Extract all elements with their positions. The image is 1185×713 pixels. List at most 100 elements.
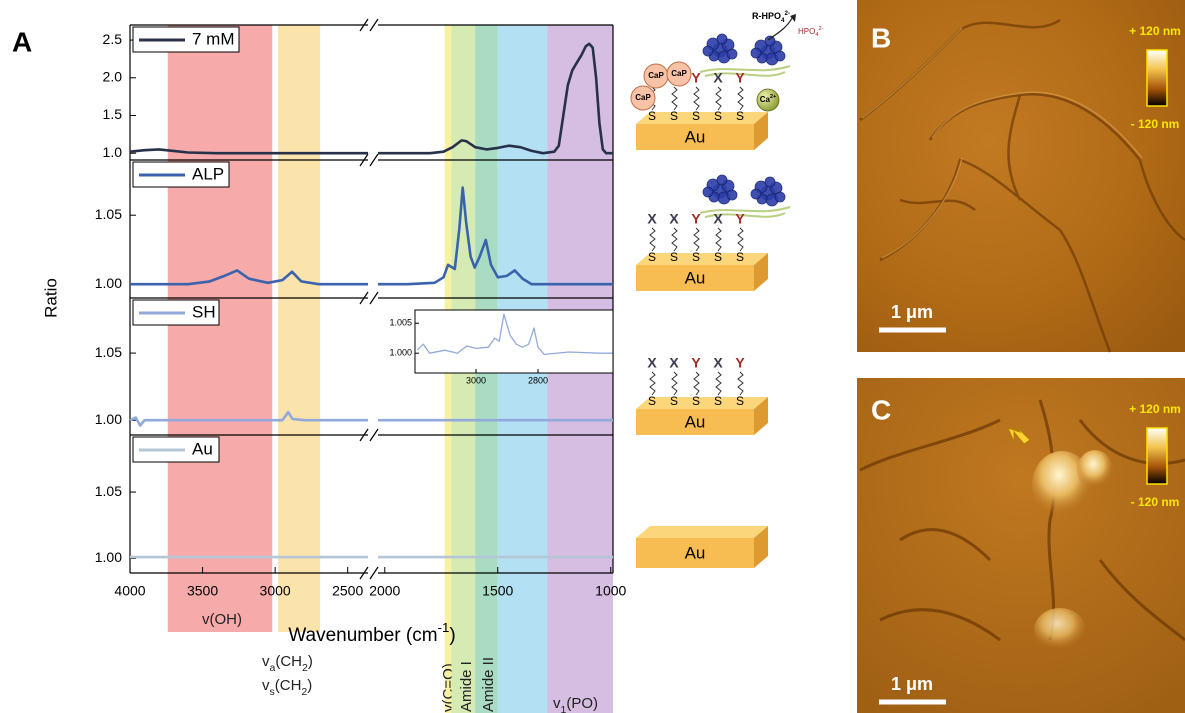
cap-particle [630, 85, 656, 111]
text-part: HPO [798, 27, 815, 36]
y-tick-label: 1.0 [103, 144, 123, 160]
legend-label: Au [192, 439, 213, 458]
head-group: X [713, 355, 723, 371]
protein [726, 48, 738, 60]
particle-label: CaP [671, 69, 687, 78]
axis-break [359, 18, 379, 32]
anchor-atom: S [714, 394, 722, 408]
text-part: (CH [275, 677, 302, 694]
head-group: Y [691, 211, 701, 227]
arrow [1007, 425, 1031, 445]
reaction-arrow [767, 17, 793, 41]
spectrum-line [130, 186, 613, 286]
protein [774, 50, 786, 62]
anchor-atom: S [670, 250, 678, 264]
protein [702, 186, 714, 198]
gold-top [636, 112, 768, 124]
alkyl-chain [671, 371, 678, 396]
band-label: vs(CH2) [262, 677, 312, 698]
anchor-atom: S [736, 109, 744, 123]
head-group: Y [735, 211, 745, 227]
afm-texture [859, 399, 1185, 642]
y-tick-label: 1.00 [95, 275, 122, 291]
inset-x-tick-label: 2800 [528, 375, 548, 385]
alkyl-chain [715, 371, 722, 396]
text-part: v [553, 695, 561, 712]
panel-label: C [871, 394, 891, 425]
anchor-atom: S [648, 109, 656, 123]
gold-front [636, 265, 754, 291]
y-tick-label: 1.05 [95, 206, 122, 222]
band-label: v1(PO) [553, 695, 598, 713]
gold-top [636, 397, 768, 409]
fibers [699, 206, 791, 218]
y-tick-label: 2.5 [103, 31, 123, 47]
protein [702, 45, 714, 57]
afm-feature [1034, 608, 1086, 652]
text-part: 2 [301, 686, 307, 698]
head-group: X [647, 211, 657, 227]
alkyl-chain [649, 227, 656, 252]
inset-y-tick-label: 1.000 [389, 348, 412, 358]
alkyl-chain [737, 86, 744, 111]
protein [750, 47, 762, 59]
text-part: 2 [302, 662, 308, 674]
text-part: 2+ [770, 94, 777, 100]
scale-bar-label: 1 μm [891, 302, 933, 322]
band [167, 25, 273, 632]
text-part: 2- [818, 26, 823, 32]
head-group: Y [735, 70, 745, 86]
afm-feature [1077, 450, 1113, 490]
gold-side [754, 112, 768, 150]
anchor-atom: S [736, 394, 744, 408]
gold-side [754, 526, 768, 568]
text-part: ) [308, 653, 313, 670]
head-group: Y [691, 70, 701, 86]
text-part: s [270, 686, 275, 698]
axis-break [359, 566, 379, 580]
y-tick-label: 1.00 [95, 411, 122, 427]
substrate-label: Au [685, 268, 706, 287]
x-tick-label: 4000 [114, 583, 145, 599]
substrate-label: Au [685, 412, 706, 431]
band-label: Amide I [458, 661, 475, 712]
band [278, 25, 321, 632]
colorbar [1146, 427, 1168, 485]
afm-feature [1032, 451, 1092, 519]
head-group: Y [691, 355, 701, 371]
gold-side [754, 397, 768, 435]
y-tick-label: 1.00 [95, 549, 122, 565]
head-group: Y [735, 355, 745, 371]
alkyl-chain [649, 371, 656, 396]
gold-front [636, 538, 754, 568]
ion-label: Ca2+ [760, 94, 777, 104]
band-label: va(CH2) [262, 653, 313, 674]
x-tick-label: 2500 [332, 583, 363, 599]
text-part: ) [307, 677, 312, 694]
alkyl-chain [715, 86, 722, 111]
colorbar-max: + 120 nm [1129, 24, 1181, 38]
protein [764, 176, 776, 188]
particle-label: CaP [648, 71, 664, 80]
ion [756, 88, 780, 112]
text-part: Ca [760, 95, 771, 104]
anchor-atom: S [670, 394, 678, 408]
legend-label: ALP [192, 164, 224, 183]
spectrum-line [129, 42, 613, 155]
y-tick-label: 2.0 [103, 68, 123, 84]
y-axis-label: Ratio [41, 278, 60, 318]
alkyl-chain [737, 371, 744, 396]
alkyl-chain [671, 86, 678, 111]
gold-top [636, 253, 768, 265]
head-group: X [713, 70, 723, 86]
text-part: Wavenumber (cm [288, 625, 437, 646]
panel-label: B [871, 22, 891, 53]
inset-y-tick-label: 1.005 [389, 318, 412, 328]
text-part: R-HPO [752, 11, 781, 21]
anchor-atom: S [648, 394, 656, 408]
legend-label: SH [192, 302, 216, 321]
text-part: (PO) [566, 695, 598, 712]
gold-front [636, 409, 754, 435]
text-part: v [262, 677, 270, 694]
